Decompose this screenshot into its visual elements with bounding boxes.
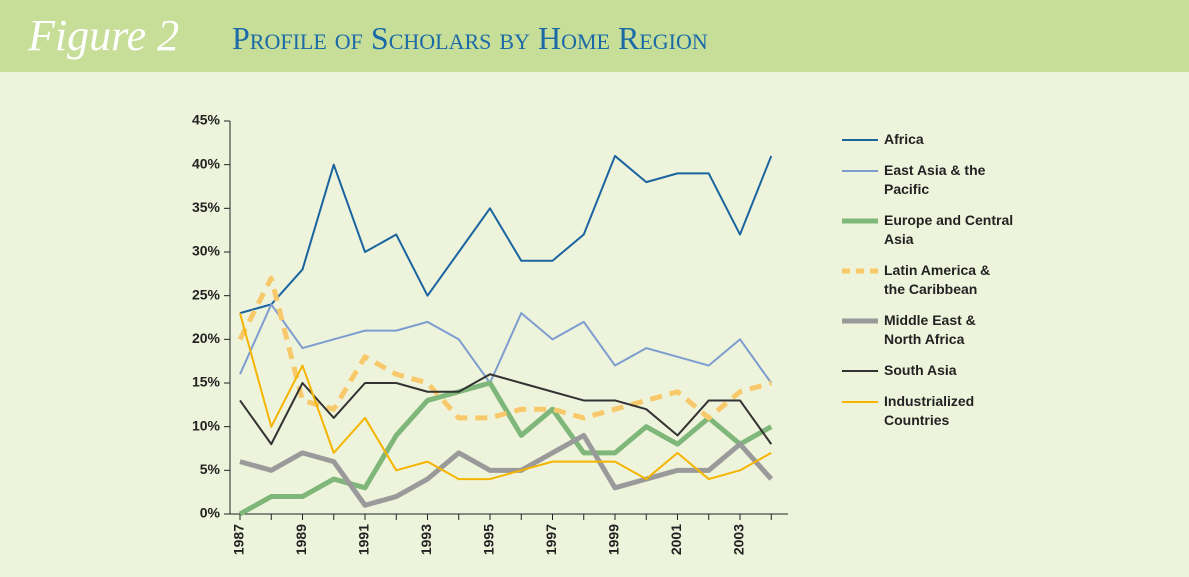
legend-label: South Asia (884, 362, 957, 378)
chart: 0% 5% 10% 15% 20% 25% 30% 35% 40% 45% 1987 1989 1991… (192, 112, 788, 555)
y-tick-label: 25% (192, 286, 221, 302)
legend-label: East Asia & the Pacific (884, 162, 986, 197)
y-tick-label: 0% (200, 505, 221, 521)
x-tick-label: 2003 (731, 524, 747, 555)
figure-label: Figure 2 (28, 11, 180, 60)
legend-swatch (842, 370, 878, 372)
y-tick-label: 15% (192, 374, 221, 390)
legend-label: Latin America & the Caribbean (884, 262, 991, 297)
x-tick-label: 1987 (231, 524, 247, 555)
y-tick-label: 45% (192, 112, 221, 128)
legend-swatch (842, 318, 878, 324)
legend-item: Latin America & the Caribbean (840, 261, 1014, 299)
legend-label: Industrialized Countries (884, 393, 975, 428)
legend-item: Europe and Central Asia (840, 211, 1014, 249)
series-line (239, 303, 773, 384)
y-tick-label: 20% (192, 330, 221, 346)
legend-item: Africa (840, 130, 1014, 149)
legend-label: Africa (884, 131, 924, 147)
x-tick-label: 1999 (606, 524, 622, 555)
series-line (238, 380, 773, 517)
legend-swatch (842, 268, 878, 274)
y-tick-label: 35% (192, 199, 221, 215)
legend-swatch (842, 170, 878, 172)
y-tick-label: 40% (192, 155, 221, 171)
y-tick-label: 30% (192, 243, 221, 259)
x-tick-label: 1989 (293, 524, 309, 555)
chart-title: Profile of Scholars by Home Region (232, 20, 708, 56)
legend-item: South Asia (840, 361, 1014, 380)
legend-label: Europe and Central Asia (884, 212, 1014, 247)
x-tick-label: 1997 (543, 524, 559, 555)
legend-item: Middle East & North Africa (840, 311, 1014, 349)
y-tick-label: 5% (200, 461, 221, 477)
x-tick-label: 2001 (668, 524, 684, 555)
legend-swatch (842, 139, 878, 141)
header: Figure 2 Profile of Scholars by Home Reg… (0, 0, 1189, 72)
legend-swatch (842, 218, 878, 224)
x-tick-label: 1993 (418, 524, 434, 555)
series-line (237, 275, 772, 421)
y-tick-label: 10% (192, 417, 221, 433)
legend-item: East Asia & the Pacific (840, 161, 1014, 199)
legend-swatch (842, 401, 878, 403)
legend-item: Industrialized Countries (840, 392, 1014, 430)
series-line (239, 154, 773, 315)
x-tick-label: 1991 (356, 524, 372, 555)
legend-label: Middle East & North Africa (884, 312, 976, 347)
series-line (239, 312, 772, 481)
series-line (239, 432, 774, 508)
x-tick-label: 1995 (481, 524, 497, 555)
legend: Africa East Asia & the Pacific Europe and … (840, 130, 1040, 442)
series-line (239, 373, 773, 446)
